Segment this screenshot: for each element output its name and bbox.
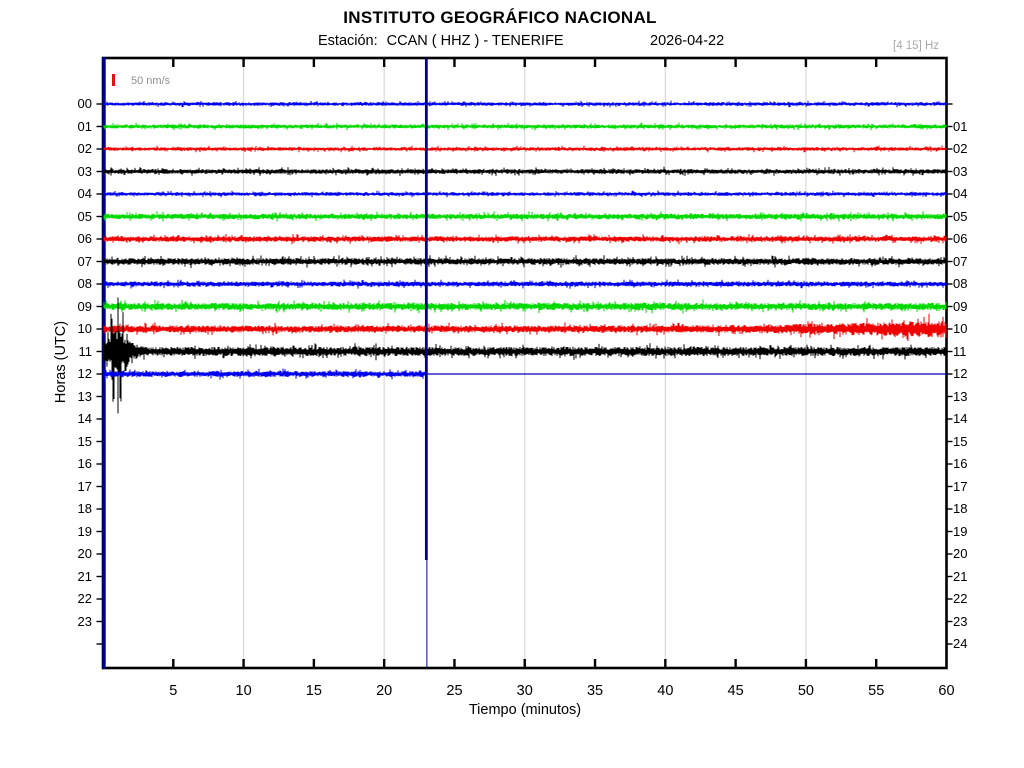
hour-label-left-17: 17 (77, 478, 92, 494)
trace-hour-08 (103, 279, 947, 289)
hour-label-left-15: 15 (77, 433, 92, 449)
x-tick-label-15: 15 (305, 683, 322, 699)
hour-label-left-18: 18 (77, 501, 92, 516)
hour-label-right-21: 21 (953, 568, 968, 584)
trace-hour-12 (103, 368, 427, 380)
x-tick-label-20: 20 (376, 683, 393, 699)
hour-label-right-14: 14 (953, 411, 968, 426)
station-line: Estación: CCAN ( HHZ ) - TENERIFE (318, 33, 564, 49)
hour-label-left-16: 16 (77, 456, 92, 471)
hour-label-left-22: 22 (77, 591, 92, 606)
hour-label-right-09: 09 (953, 298, 968, 314)
hour-label-left-12: 12 (77, 366, 92, 381)
hour-label-left-04: 04 (77, 186, 92, 201)
hour-label-right-08: 08 (953, 276, 968, 291)
filter-band-label: [4 15] Hz (893, 40, 940, 52)
hour-label-left-09: 09 (77, 298, 92, 314)
trace-hour-02 (103, 145, 947, 153)
trace-hour-09 (103, 299, 947, 314)
hour-label-right-06: 06 (953, 231, 968, 246)
hour-label-left-21: 21 (77, 568, 92, 584)
x-tick-label-40: 40 (657, 683, 674, 699)
hour-label-right-05: 05 (953, 208, 968, 224)
x-tick-label-55: 55 (868, 683, 885, 699)
hour-label-left-06: 06 (77, 231, 92, 246)
hour-label-right-17: 17 (953, 478, 968, 494)
trace-hour-11 (103, 297, 947, 414)
hour-label-left-07: 07 (77, 253, 92, 269)
hour-label-right-23: 23 (953, 613, 968, 629)
hour-label-right-10: 10 (953, 321, 968, 336)
time-cursor (424, 58, 428, 667)
minute-ticks (172, 59, 878, 667)
hour-label-right-19: 19 (953, 523, 968, 539)
hour-label-left-01: 01 (77, 118, 92, 134)
trace-hour-03 (103, 166, 947, 176)
hour-label-left-02: 02 (77, 141, 92, 156)
hour-label-right-16: 16 (953, 456, 968, 471)
hour-label-left-05: 05 (77, 208, 92, 224)
hour-label-right-22: 22 (953, 591, 968, 606)
hour-label-left-08: 08 (77, 276, 92, 291)
hour-label-right-18: 18 (953, 501, 968, 516)
hour-label-right-03: 03 (953, 163, 968, 179)
hour-label-right-02: 02 (953, 141, 968, 156)
trace-hour-01 (103, 122, 947, 131)
x-tick-label-35: 35 (586, 683, 604, 699)
grid-lines (242, 59, 807, 667)
trace-hour-10 (103, 313, 947, 341)
hour-label-right-04: 04 (953, 186, 968, 201)
x-tick-label-60: 60 (938, 683, 955, 699)
hour-label-left-14: 14 (77, 411, 92, 426)
amplitude-scale-bar (112, 74, 115, 86)
x-tick-label-10: 10 (235, 683, 252, 699)
station-label: Estación: (318, 33, 378, 49)
hour-label-right-07: 07 (953, 253, 968, 269)
hour-label-right-15: 15 (953, 433, 968, 449)
trace-hour-00 (103, 100, 947, 108)
trace-hour-06 (103, 234, 947, 245)
x-tick-label-25: 25 (446, 683, 463, 699)
hour-label-right-11: 11 (953, 343, 967, 359)
hour-label-right-24: 24 (953, 636, 968, 651)
x-tick-label-5: 5 (169, 683, 178, 699)
hour-label-right-12: 12 (953, 366, 968, 381)
x-tick-label-50: 50 (797, 683, 814, 699)
hour-label-left-13: 13 (77, 388, 92, 404)
date-label: 2026-04-22 (650, 33, 725, 49)
hour-label-left-23: 23 (77, 613, 92, 629)
x-axis-title: Tiempo (minutos) (468, 702, 582, 718)
trace-hour-05 (103, 211, 947, 222)
hour-label-left-19: 19 (77, 523, 92, 539)
hour-label-left-20: 20 (77, 546, 92, 561)
x-tick-label-30: 30 (516, 683, 533, 699)
trace-hour-04 (103, 190, 947, 198)
station-value: CCAN ( HHZ ) - TENERIFE (386, 33, 564, 49)
amplitude-scale-label: 50 nm/s (131, 75, 171, 87)
hour-label-right-13: 13 (953, 388, 968, 404)
hour-label-left-00: 00 (77, 96, 92, 111)
hour-label-left-11: 11 (78, 343, 93, 359)
x-tick-label-45: 45 (727, 683, 744, 699)
traces (103, 100, 947, 414)
hour-label-right-20: 20 (953, 546, 968, 561)
hour-label-left-03: 03 (77, 163, 92, 179)
hour-label-left-10: 10 (77, 321, 92, 336)
trace-hour-07 (103, 255, 947, 268)
hour-label-right-01: 01 (953, 118, 968, 134)
page-title: INSTITUTO GEOGRÁFICO NACIONAL (343, 8, 657, 27)
